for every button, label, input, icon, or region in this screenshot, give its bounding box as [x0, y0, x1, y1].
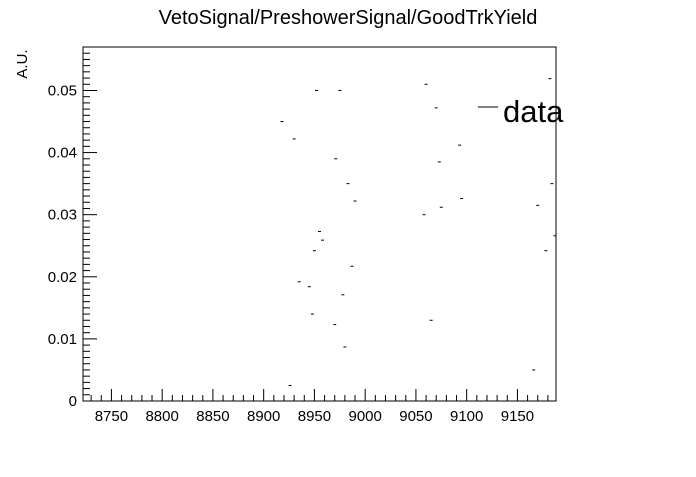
- x-tick-label: 9000: [348, 408, 381, 425]
- x-tick-label: 8900: [247, 408, 280, 425]
- axes: 8750 8800 8850 8900 8950 9000 9050 9100 9150 0 0.0…: [48, 52, 549, 425]
- legend-label: data: [503, 94, 564, 129]
- y-tick-label: 0.03: [48, 207, 77, 224]
- y-tick-label: 0.04: [48, 145, 77, 162]
- y-tick-label: 0.05: [48, 82, 77, 99]
- plot-frame: [82, 46, 557, 402]
- y-tick-label: 0.01: [48, 331, 77, 348]
- x-tick-label: 9050: [399, 408, 432, 425]
- chart-title: VetoSignal/PreshowerSignal/GoodTrkYield: [159, 7, 538, 29]
- y-tick-label: 0: [69, 393, 77, 410]
- data-points: [280, 78, 557, 386]
- x-tick-label: 8850: [196, 408, 229, 425]
- x-tick-label: 8950: [298, 408, 331, 425]
- x-tick-label: 8800: [145, 408, 178, 425]
- x-tick-label: 8750: [95, 408, 128, 425]
- y-axis-label: A.U.: [14, 49, 31, 78]
- y-tick-label: 0.02: [48, 269, 77, 286]
- x-tick-label: 9100: [450, 408, 483, 425]
- x-tick-label: 9150: [501, 408, 534, 425]
- legend: data: [478, 94, 564, 129]
